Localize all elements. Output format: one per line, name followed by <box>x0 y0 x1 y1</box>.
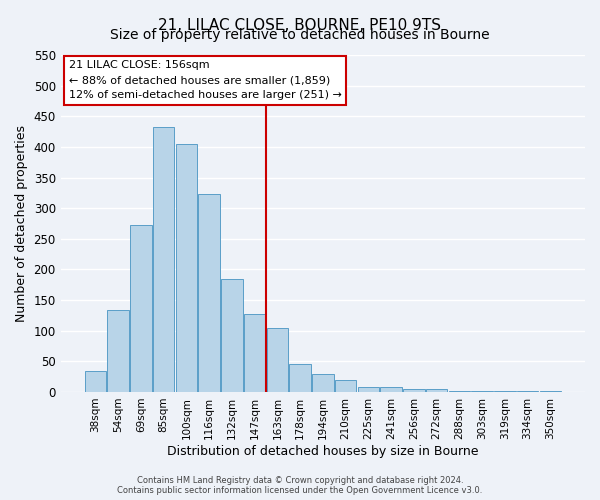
Bar <box>130 226 152 392</box>
X-axis label: Distribution of detached houses by size in Bourne: Distribution of detached houses by size … <box>167 444 479 458</box>
Bar <box>426 389 448 392</box>
Text: Contains HM Land Registry data © Crown copyright and database right 2024.: Contains HM Land Registry data © Crown c… <box>137 476 463 485</box>
Y-axis label: Number of detached properties: Number of detached properties <box>15 125 28 322</box>
Bar <box>312 374 334 392</box>
Bar <box>221 279 242 392</box>
Bar <box>380 387 402 392</box>
Text: Size of property relative to detached houses in Bourne: Size of property relative to detached ho… <box>110 28 490 42</box>
Bar <box>449 390 470 392</box>
Text: Contains public sector information licensed under the Open Government Licence v3: Contains public sector information licen… <box>118 486 482 495</box>
Text: 21, LILAC CLOSE, BOURNE, PE10 9TS: 21, LILAC CLOSE, BOURNE, PE10 9TS <box>158 18 442 32</box>
Bar <box>539 390 561 392</box>
Bar <box>266 328 288 392</box>
Bar <box>494 390 515 392</box>
Bar <box>517 390 538 392</box>
Bar <box>244 314 265 392</box>
Bar <box>358 387 379 392</box>
Bar <box>335 380 356 392</box>
Bar <box>153 128 175 392</box>
Bar <box>403 389 425 392</box>
Bar <box>198 194 220 392</box>
Bar <box>289 364 311 392</box>
Bar <box>107 310 129 392</box>
Text: 21 LILAC CLOSE: 156sqm
← 88% of detached houses are smaller (1,859)
12% of semi-: 21 LILAC CLOSE: 156sqm ← 88% of detached… <box>68 60 341 100</box>
Bar <box>471 390 493 392</box>
Bar <box>85 370 106 392</box>
Bar <box>176 144 197 392</box>
